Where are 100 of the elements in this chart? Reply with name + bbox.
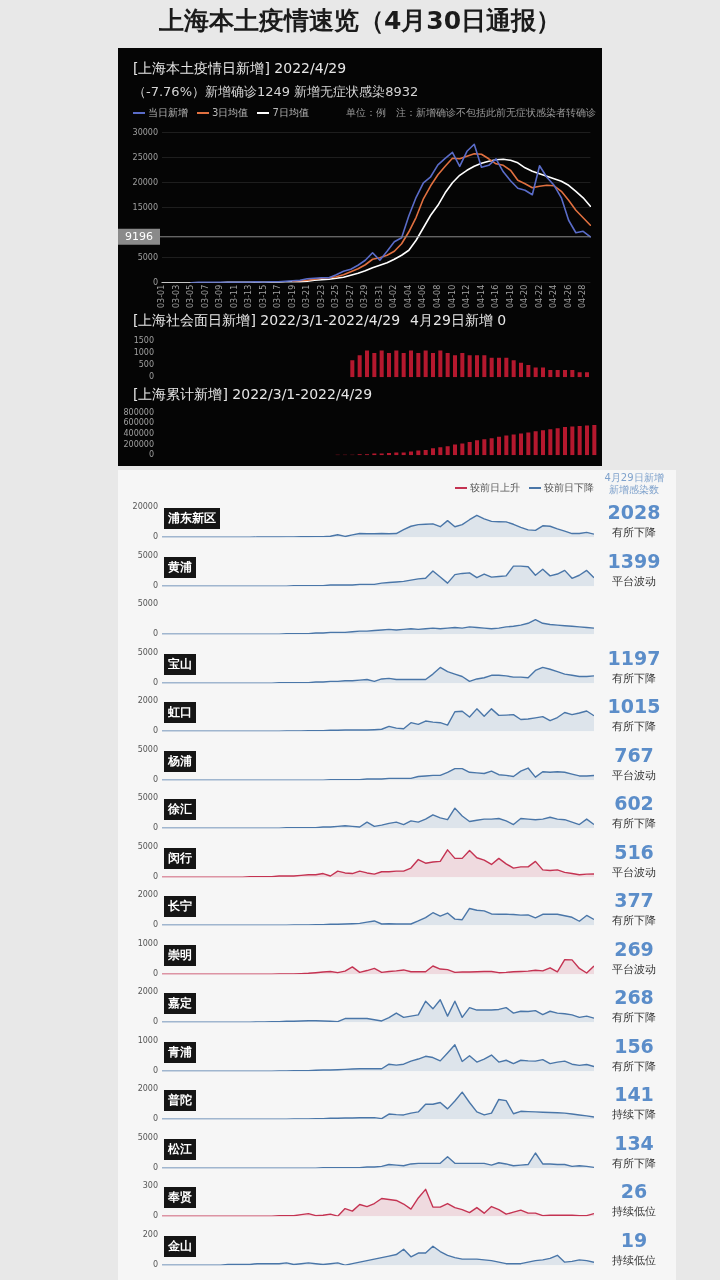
x-tick-label: 03-21	[302, 284, 312, 308]
bar	[511, 434, 516, 456]
x-tick-label: 04-14	[476, 284, 486, 308]
y-tick-label: 0	[152, 1211, 158, 1221]
x-tick-label: 03-19	[287, 284, 297, 308]
y-tick-label: 0	[152, 1065, 158, 1075]
y-tick-label: 1500	[133, 335, 154, 345]
x-tick-label: 03-09	[215, 284, 225, 308]
y-tick-label: 1000	[137, 1035, 158, 1045]
text: 1015	[607, 695, 661, 717]
x-tick-label: 04-04	[403, 284, 413, 308]
bar	[379, 350, 384, 378]
text: 19	[620, 1228, 648, 1251]
bar	[452, 355, 458, 378]
bar	[496, 436, 502, 456]
y-tick-label: 0	[152, 1162, 158, 1172]
bar	[408, 451, 414, 456]
x-tick-label: 04-02	[389, 284, 399, 308]
chart-title: 黄浦	[168, 559, 192, 574]
x-tick-label: 04-24	[549, 284, 559, 308]
y-tick-label: 200000	[123, 439, 154, 449]
bar	[540, 430, 546, 456]
y-tick-label: 0	[152, 968, 158, 978]
chart-title: 青浦	[168, 1044, 192, 1059]
y-tick-label: 0	[152, 277, 158, 287]
y-tick-label: 0	[152, 1259, 158, 1269]
chart-title: 浦东新区	[168, 511, 216, 525]
bar	[548, 369, 553, 378]
chart-title: 普陀	[168, 1093, 192, 1107]
bar	[504, 435, 509, 456]
text: 持续低位	[612, 1205, 656, 1218]
y-tick-label: 5000	[137, 252, 158, 262]
bar	[555, 428, 560, 456]
y-tick-label: 800000	[123, 407, 154, 417]
y-tick-label: 500	[138, 360, 154, 370]
y-tick-label: 0	[152, 871, 158, 881]
x-tick-label: 03-23	[316, 284, 326, 308]
chart-title: 奉贤	[168, 1190, 192, 1204]
bar	[452, 444, 458, 456]
bar	[386, 352, 392, 378]
bar	[511, 360, 516, 378]
y-tick-label: 0	[152, 726, 158, 736]
y-tick-label: 2000	[137, 695, 158, 705]
x-tick-label: 03-15	[258, 284, 268, 308]
x-tick-label: 03-31	[374, 284, 384, 308]
bar	[562, 369, 568, 378]
y-tick-label: 5000	[137, 550, 158, 560]
text: 较前日上升	[470, 481, 520, 495]
chart-title: 徐汇	[168, 802, 192, 816]
y-tick-label: 0	[152, 823, 158, 833]
bar	[460, 352, 465, 378]
y-tick-label: 300	[142, 1180, 158, 1190]
chart-title: 上海本土疫情速览（4月30日通报）	[158, 6, 562, 35]
y-tick-label: 20000	[132, 177, 158, 187]
bar	[518, 433, 524, 456]
text: 平台波动	[612, 768, 656, 782]
x-tick-label: 04-12	[462, 284, 472, 308]
bar	[445, 352, 450, 378]
y-tick-label: 5000	[137, 647, 158, 657]
bar	[460, 443, 465, 456]
bar	[416, 450, 421, 456]
bar	[548, 429, 553, 456]
legend-label: 7日均值	[272, 106, 309, 120]
y-tick-label: 2000	[137, 986, 158, 996]
bar	[430, 448, 436, 456]
bar	[467, 441, 472, 456]
bar	[584, 425, 590, 456]
y-tick-label: 0	[148, 450, 154, 460]
text: 平台波动	[612, 962, 656, 976]
bar	[570, 369, 575, 378]
text: 有所下降	[612, 1059, 656, 1073]
text: 平台波动	[612, 574, 656, 588]
y-tick-label: 1000	[133, 348, 154, 358]
text: 持续下降	[612, 1108, 656, 1121]
chart-subtitle: [上海本土疫情日新增] 2022/4/29	[133, 60, 347, 76]
x-tick-label: 03-29	[360, 284, 370, 308]
text: 268	[614, 986, 654, 1008]
y-tick-label: 400000	[123, 429, 154, 439]
x-tick-label: 04-10	[447, 284, 457, 308]
text: 2028	[607, 501, 661, 523]
bar	[350, 360, 355, 378]
bar	[504, 357, 509, 378]
text: 有所下降	[612, 1011, 656, 1024]
y-tick-label: 5000	[137, 841, 158, 851]
y-tick-label: 0	[152, 580, 158, 590]
bar	[518, 362, 524, 378]
y-tick-label: 20000	[132, 501, 158, 511]
bar	[482, 439, 487, 456]
text: 新增感染数	[609, 484, 659, 495]
text: 较前日下降	[544, 481, 594, 495]
y-tick-label: 0	[152, 629, 158, 639]
x-tick-label: 03-07	[200, 284, 210, 308]
text: 269	[614, 937, 654, 960]
x-tick-label: 03-05	[186, 284, 196, 308]
bar	[401, 352, 406, 378]
bar	[533, 431, 538, 456]
x-tick-label: 03-01	[157, 284, 167, 308]
bar	[357, 355, 362, 378]
text: 持续低位	[612, 1253, 656, 1267]
bar	[496, 357, 502, 378]
